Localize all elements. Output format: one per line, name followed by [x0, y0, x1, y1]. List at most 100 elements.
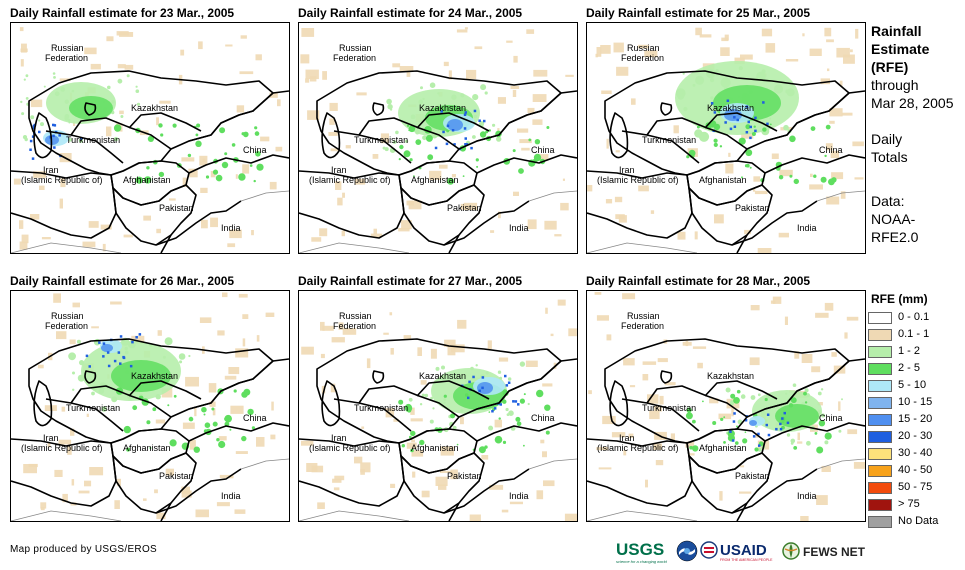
- legend-label: 2 - 5: [898, 362, 921, 374]
- map-label-iran-1: Iran: [331, 433, 347, 443]
- description-line: NOAA-: [871, 211, 916, 227]
- usaid-tagline: FROM THE AMERICAN PEOPLE: [720, 558, 773, 562]
- map-label-iran-2: (Islamic Republic of): [597, 443, 679, 453]
- map-label-afghanistan: Afghanistan: [123, 175, 171, 185]
- map-label-russia-2: Federation: [45, 53, 88, 63]
- map-label-russia-1: Russian: [339, 43, 372, 53]
- rain-scatter-light: [301, 299, 577, 521]
- map-label-india: India: [221, 491, 241, 501]
- legend-label: 15 - 20: [898, 413, 933, 425]
- map-label-kazakhstan: Kazakhstan: [707, 371, 754, 381]
- map-label-russia-1: Russian: [627, 311, 660, 321]
- panel-title: Daily Rainfall estimate for 23 Mar., 200…: [10, 6, 235, 20]
- panel-title: Daily Rainfall estimate for 25 Mar., 200…: [586, 6, 811, 20]
- usgs-logo: USGS science for a changing world: [616, 540, 672, 564]
- panel-title: Daily Rainfall estimate for 27 Mar., 200…: [298, 274, 523, 288]
- map-description: Rainfall Estimate (RFE) through Mar 28, …: [871, 22, 965, 246]
- map-label-turkmenistan: Turkmenistan: [66, 403, 120, 413]
- map-label-iran-1: Iran: [331, 165, 347, 175]
- panel-title: Daily Rainfall estimate for 26 Mar., 200…: [10, 274, 235, 288]
- map-label-russia-2: Federation: [621, 53, 664, 63]
- map-label-india: India: [797, 223, 817, 233]
- map-label-kazakhstan: Kazakhstan: [707, 103, 754, 113]
- map-label-russia-1: Russian: [627, 43, 660, 53]
- legend-label: 10 - 15: [898, 396, 933, 408]
- fews-net-logo: FEWS NET: [782, 540, 872, 562]
- map-label-china: China: [243, 413, 267, 423]
- map-label-iran-2: (Islamic Republic of): [309, 175, 391, 185]
- rainfall-map: Russian Federation Kazakhstan Turkmenistan C…: [10, 290, 290, 522]
- description-line: Totals: [871, 149, 908, 165]
- legend-swatch: [868, 414, 892, 426]
- map-label-iran-1: Iran: [43, 433, 59, 443]
- rain-scatter-light: [588, 292, 865, 521]
- rainfall-panel-23-mar: Daily Rainfall estimate for 23 Mar., 200…: [10, 6, 290, 255]
- legend-swatch: [868, 363, 892, 375]
- map-label-iran-1: Iran: [43, 165, 59, 175]
- legend-label: 50 - 75: [898, 481, 933, 493]
- rainfall-panel-25-mar: Daily Rainfall estimate for 25 Mar., 200…: [586, 6, 866, 255]
- legend-label: 40 - 50: [898, 464, 933, 476]
- map-label-russia-2: Federation: [333, 53, 376, 63]
- usgs-logo-text: USGS: [616, 540, 665, 559]
- description-line: (RFE): [871, 59, 909, 75]
- legend-swatch: [868, 431, 892, 443]
- map-label-afghanistan: Afghanistan: [123, 443, 171, 453]
- legend-label: No Data: [898, 515, 939, 527]
- rainfall-panel-24-mar: Daily Rainfall estimate for 24 Mar., 200…: [298, 6, 578, 255]
- map-label-russia-2: Federation: [333, 321, 376, 331]
- description-line: Rainfall: [871, 23, 922, 39]
- legend-label: 5 - 10: [898, 379, 927, 391]
- description-line: Daily: [871, 131, 903, 147]
- rain-scatter-light: [587, 27, 864, 253]
- map-label-india: India: [509, 223, 529, 233]
- usgs-tagline: science for a changing world: [616, 559, 667, 564]
- map-label-afghanistan: Afghanistan: [699, 443, 747, 453]
- legend-swatch: [868, 329, 892, 341]
- rainfall-panel-27-mar: Daily Rainfall estimate for 27 Mar., 200…: [298, 274, 578, 523]
- country-borders: [11, 338, 289, 521]
- map-label-china: China: [819, 413, 843, 423]
- description-line: Data:: [871, 193, 905, 209]
- description-line: through: [871, 77, 919, 93]
- legend-label: 30 - 40: [898, 447, 933, 459]
- map-label-turkmenistan: Turkmenistan: [642, 135, 696, 145]
- description-line: Estimate: [871, 41, 930, 57]
- country-borders: [587, 70, 865, 253]
- country-borders: [299, 70, 577, 253]
- map-label-iran-1: Iran: [619, 165, 635, 175]
- map-label-russia-1: Russian: [339, 311, 372, 321]
- map-label-iran-2: (Islamic Republic of): [309, 443, 391, 453]
- legend-swatch: [868, 312, 892, 324]
- panel-title: Daily Rainfall estimate for 24 Mar., 200…: [298, 6, 523, 20]
- map-label-kazakhstan: Kazakhstan: [419, 371, 466, 381]
- map-label-kazakhstan: Kazakhstan: [131, 371, 178, 381]
- legend-swatch: [868, 499, 892, 511]
- map-label-pakistan: Pakistan: [735, 203, 770, 213]
- legend-label: 1 - 2: [898, 345, 921, 357]
- rainfall-map: Russian Federation Kazakhstan Turkmenistan C…: [298, 290, 578, 522]
- map-label-china: China: [819, 145, 843, 155]
- map-label-afghanistan: Afghanistan: [411, 175, 459, 185]
- rain-scatter-light: [23, 292, 276, 520]
- map-label-india: India: [221, 223, 241, 233]
- credit-text: Map produced by USGS/EROS: [10, 544, 158, 555]
- map-label-iran-2: (Islamic Republic of): [597, 175, 679, 185]
- map-label-iran-2: (Islamic Republic of): [21, 175, 103, 185]
- legend-label: 20 - 30: [898, 430, 933, 442]
- map-label-kazakhstan: Kazakhstan: [419, 103, 466, 113]
- map-label-pakistan: Pakistan: [159, 203, 194, 213]
- legend-swatch: [868, 397, 892, 409]
- rainfall-map: Russian Federation Kazakhstan Turkmenistan C…: [586, 290, 866, 522]
- legend-swatch: [868, 482, 892, 494]
- map-label-india: India: [509, 491, 529, 501]
- country-borders: [587, 338, 865, 521]
- country-borders: [11, 70, 289, 253]
- map-label-pakistan: Pakistan: [447, 471, 482, 481]
- map-label-russia-1: Russian: [51, 43, 84, 53]
- map-label-pakistan: Pakistan: [447, 203, 482, 213]
- usaid-logo-text: USAID: [720, 542, 767, 559]
- legend-title: RFE (mm): [871, 292, 928, 306]
- map-label-china: China: [531, 413, 555, 423]
- map-label-russia-2: Federation: [621, 321, 664, 331]
